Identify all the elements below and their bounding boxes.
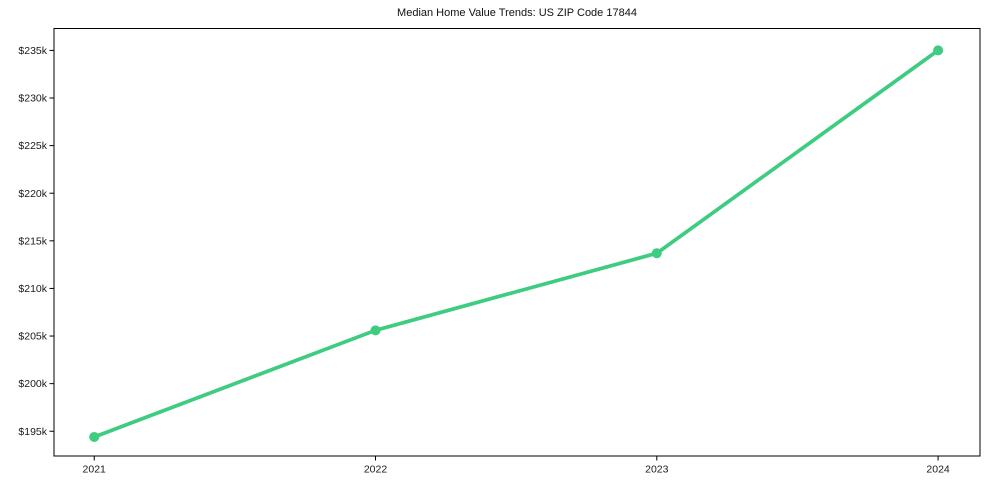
data-point-marker bbox=[651, 248, 662, 259]
y-tick-label: $210k bbox=[18, 283, 47, 295]
plot-border bbox=[53, 28, 981, 457]
chart-title: Median Home Value Trends: US ZIP Code 17… bbox=[397, 7, 637, 19]
y-tick-label: $225k bbox=[18, 140, 47, 152]
y-tick-label: $230k bbox=[18, 93, 47, 105]
x-tick-label: 2024 bbox=[926, 464, 950, 476]
x-tick-label: 2021 bbox=[83, 464, 107, 476]
data-point-marker bbox=[370, 325, 381, 336]
x-tick-label: 2023 bbox=[645, 464, 669, 476]
x-tick-label: 2022 bbox=[364, 464, 388, 476]
y-tick-label: $195k bbox=[18, 426, 47, 438]
data-point-marker bbox=[89, 431, 100, 442]
y-tick-label: $215k bbox=[18, 235, 47, 247]
data-point-marker bbox=[933, 45, 944, 56]
y-tick-label: $220k bbox=[18, 188, 47, 200]
y-tick-label: $200k bbox=[18, 378, 47, 390]
y-tick-label: $205k bbox=[18, 331, 47, 343]
y-tick-label: $235k bbox=[18, 45, 47, 57]
trend-line bbox=[92, 48, 940, 439]
